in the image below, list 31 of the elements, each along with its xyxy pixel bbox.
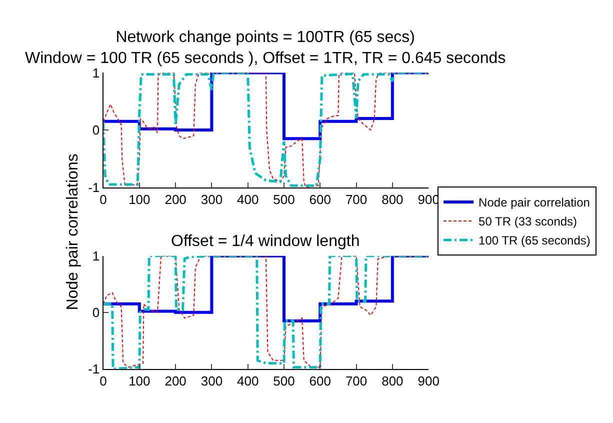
x-tick-label: 200 [164, 192, 186, 207]
line-series [103, 72, 429, 140]
y-tick-label: 1 [92, 65, 100, 80]
legend-label: 50 TR (33 sconds) [478, 214, 578, 229]
x-tick-label: 500 [273, 192, 295, 207]
chart-title: Network change points = 100TR (65 secs) Window = 100 TR (65 seconds ), Offset = 1TR, TR = 0.645 seconds [25, 29, 506, 67]
x-tick-label: 300 [200, 192, 223, 207]
y-tick-label: 0 [92, 304, 100, 320]
x-tick-label: 500 [273, 373, 295, 388]
x-tick-label: 800 [382, 192, 404, 207]
x-tick-label: 400 [236, 373, 259, 388]
x-tick-label: 100 [128, 373, 150, 388]
x-tick-label: 700 [345, 192, 368, 207]
x-tick-label: 200 [164, 373, 186, 388]
y-tick-label: -1 [88, 361, 100, 376]
chart-title: Offset = 1/4 window length [171, 233, 360, 250]
legend-label: Node pair correlation [478, 196, 590, 210]
y-tick-label: -1 [88, 180, 100, 195]
x-tick-label: 700 [345, 373, 368, 388]
legend-label: 100 TR (65 seconds) [478, 234, 590, 248]
x-tick-label: 900 [418, 373, 440, 388]
y-tick-label: 1 [92, 248, 100, 264]
y-tick-label: 0 [92, 122, 100, 138]
x-tick-label: 100 [128, 192, 150, 207]
x-tick-label: 800 [382, 373, 404, 388]
x-tick-label: 600 [309, 373, 331, 388]
y-axis-title: Node pair correlations [64, 154, 82, 310]
line-series [103, 256, 429, 322]
x-tick-label: 600 [309, 192, 331, 207]
x-tick-label: 400 [236, 192, 259, 207]
x-tick-label: 300 [200, 373, 223, 388]
